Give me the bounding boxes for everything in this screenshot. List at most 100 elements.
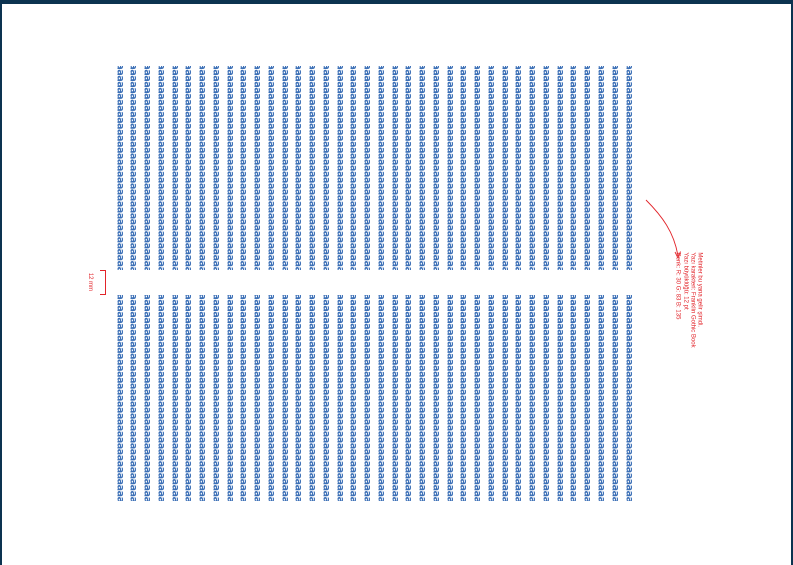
specimen-text: aaaaaaaaaaaaaaaaaaaaaaaaaaaaaaaaaaaaaaaa… (555, 295, 565, 501)
specimen-column: aaaaaaaaaaaaaaaaaaaaaaaaaaaaaaaaaaaaaaaa… (184, 295, 193, 501)
specimen-column: aaaaaaaaaaaaaaaaaaaaaaaaaaaaaaaaaaaaaaaa… (390, 295, 399, 501)
specimen-column: aaaaaaaaaaaaaaaaaaaaaaaaaaaaaaaaaaaaaaaa… (294, 66, 303, 270)
gap-bracket (100, 270, 106, 295)
specimen-text: aaaaaaaaaaaaaaaaaaaaaaaaaaaaaaaaaaaaaaaa… (197, 295, 207, 501)
specimen-column: aaaaaaaaaaaaaaaaaaaaaaaaaaaaaaaaaaaaaaaa… (569, 295, 578, 501)
specimen-text: aaaaaaaaaaaaaaaaaaaaaaaaaaaaaaaaaaaaaaaa… (293, 295, 303, 501)
specimen-column: aaaaaaaaaaaaaaaaaaaaaaaaaaaaaaaaaaaaaaaa… (266, 295, 275, 501)
specimen-text: aaaaaaaaaaaaaaaaaaaaaaaaaaaaaaaaaaaaaaaa… (197, 66, 207, 270)
specimen-column: aaaaaaaaaaaaaaaaaaaaaaaaaaaaaaaaaaaaaaaa… (211, 295, 220, 501)
note-line: Yazı karakteri: Franklin Gothic Book (689, 252, 696, 348)
specimen-column: aaaaaaaaaaaaaaaaaaaaaaaaaaaaaaaaaaaaaaaa… (266, 66, 275, 270)
specimen-column: aaaaaaaaaaaaaaaaaaaaaaaaaaaaaaaaaaaaaaaa… (170, 66, 179, 270)
specimen-column: aaaaaaaaaaaaaaaaaaaaaaaaaaaaaaaaaaaaaaaa… (308, 66, 317, 270)
specimen-text: aaaaaaaaaaaaaaaaaaaaaaaaaaaaaaaaaaaaaaaa… (156, 295, 166, 501)
specimen-column: aaaaaaaaaaaaaaaaaaaaaaaaaaaaaaaaaaaaaaaa… (198, 295, 207, 501)
specimen-text: aaaaaaaaaaaaaaaaaaaaaaaaaaaaaaaaaaaaaaaa… (596, 66, 606, 270)
specimen-column: aaaaaaaaaaaaaaaaaaaaaaaaaaaaaaaaaaaaaaaa… (363, 66, 372, 270)
specimen-column: aaaaaaaaaaaaaaaaaaaaaaaaaaaaaaaaaaaaaaaa… (335, 66, 344, 270)
specimen-column: aaaaaaaaaaaaaaaaaaaaaaaaaaaaaaaaaaaaaaaa… (541, 295, 550, 501)
specimen-column: aaaaaaaaaaaaaaaaaaaaaaaaaaaaaaaaaaaaaaaa… (445, 295, 454, 501)
specimen-text: aaaaaaaaaaaaaaaaaaaaaaaaaaaaaaaaaaaaaaaa… (624, 66, 633, 270)
specimen-text: aaaaaaaaaaaaaaaaaaaaaaaaaaaaaaaaaaaaaaaa… (335, 295, 345, 501)
specimen-text: aaaaaaaaaaaaaaaaaaaaaaaaaaaaaaaaaaaaaaaa… (417, 295, 427, 501)
specimen-column: aaaaaaaaaaaaaaaaaaaaaaaaaaaaaaaaaaaaaaaa… (294, 295, 303, 501)
specimen-text: aaaaaaaaaaaaaaaaaaaaaaaaaaaaaaaaaaaaaaaa… (280, 66, 290, 270)
specimen-column: aaaaaaaaaaaaaaaaaaaaaaaaaaaaaaaaaaaaaaaa… (156, 66, 165, 270)
specimen-text: aaaaaaaaaaaaaaaaaaaaaaaaaaaaaaaaaaaaaaaa… (610, 66, 620, 270)
specimen-text: aaaaaaaaaaaaaaaaaaaaaaaaaaaaaaaaaaaaaaaa… (128, 66, 138, 270)
specimen-column: aaaaaaaaaaaaaaaaaaaaaaaaaaaaaaaaaaaaaaaa… (198, 66, 207, 270)
specimen-text: aaaaaaaaaaaaaaaaaaaaaaaaaaaaaaaaaaaaaaaa… (225, 295, 235, 501)
specimen-column: aaaaaaaaaaaaaaaaaaaaaaaaaaaaaaaaaaaaaaaa… (129, 66, 138, 270)
specimen-column: aaaaaaaaaaaaaaaaaaaaaaaaaaaaaaaaaaaaaaaa… (473, 66, 482, 270)
note-line: Yazı büyüklüğü: 12 pt (682, 252, 688, 310)
specimen-column: aaaaaaaaaaaaaaaaaaaaaaaaaaaaaaaaaaaaaaaa… (239, 295, 248, 501)
specimen-text: aaaaaaaaaaaaaaaaaaaaaaaaaaaaaaaaaaaaaaaa… (238, 295, 248, 501)
specimen-text: aaaaaaaaaaaaaaaaaaaaaaaaaaaaaaaaaaaaaaaa… (238, 66, 248, 270)
specimen-column: aaaaaaaaaaaaaaaaaaaaaaaaaaaaaaaaaaaaaaaa… (528, 66, 537, 270)
specimen-text: aaaaaaaaaaaaaaaaaaaaaaaaaaaaaaaaaaaaaaaa… (376, 66, 386, 270)
specimen-column: aaaaaaaaaaaaaaaaaaaaaaaaaaaaaaaaaaaaaaaa… (156, 295, 165, 501)
specimen-text: aaaaaaaaaaaaaaaaaaaaaaaaaaaaaaaaaaaaaaaa… (128, 295, 138, 501)
gap-measurement: 12 mm (87, 273, 93, 291)
specimen-column: aaaaaaaaaaaaaaaaaaaaaaaaaaaaaaaaaaaaaaaa… (473, 295, 482, 501)
specimen-text: aaaaaaaaaaaaaaaaaaaaaaaaaaaaaaaaaaaaaaaa… (582, 295, 592, 501)
note-line: Renk: R: 30 G: 83 B: 135 (674, 252, 681, 320)
specimen-text: aaaaaaaaaaaaaaaaaaaaaaaaaaaaaaaaaaaaaaaa… (541, 66, 551, 270)
specimen-text: aaaaaaaaaaaaaaaaaaaaaaaaaaaaaaaaaaaaaaaa… (555, 66, 565, 270)
specimen-text: aaaaaaaaaaaaaaaaaaaaaaaaaaaaaaaaaaaaaaaa… (472, 66, 482, 270)
specimen-text: aaaaaaaaaaaaaaaaaaaaaaaaaaaaaaaaaaaaaaaa… (431, 295, 441, 501)
specimen-text: aaaaaaaaaaaaaaaaaaaaaaaaaaaaaaaaaaaaaaaa… (568, 295, 578, 501)
specimen-column: aaaaaaaaaaaaaaaaaaaaaaaaaaaaaaaaaaaaaaaa… (390, 66, 399, 270)
specimen-column: aaaaaaaaaaaaaaaaaaaaaaaaaaaaaaaaaaaaaaaa… (624, 295, 633, 501)
specimen-text: aaaaaaaaaaaaaaaaaaaaaaaaaaaaaaaaaaaaaaaa… (293, 66, 303, 270)
text-block-top: aaaaaaaaaaaaaaaaaaaaaaaaaaaaaaaaa aaaaaaa… (115, 66, 633, 270)
specimen-text: aaaaaaaaaaaaaaaaaaaaaaaaaaaaaaaaaaaaaaaa… (390, 295, 400, 501)
specimen-column: aaaaaaaaaaaaaaaaaaaaaaaaaaaaaaaaaaaaaaaa… (253, 295, 262, 501)
specimen-text: aaaaaaaaaaaaaaaaaaaaaaaaaaaaaaaaaaaaaaaa… (252, 66, 262, 270)
specimen-column: aaaaaaaaaaaaaaaaaaaaaaaaaaaaaaaaaaaaaaaa… (418, 295, 427, 501)
specimen-column: aaaaaaaaaaaaaaaaaaaaaaaaaaaaaaaaaaaaaaaa… (541, 66, 550, 270)
specimen-column: aaaaaaaaaaaaaaaaaaaaaaaaaaaaaaaaaaaaaaaa… (335, 295, 344, 501)
specimen-column: aaaaaaaaaaaaaaaaaaaaaaaaaaaaaaaaaaaaaaaa… (170, 295, 179, 501)
specimen-column: aaaaaaaaaaaaaaaaaaaaaaaaaaaaaaaaaaaaaaaa… (610, 66, 619, 270)
specimen-column: aaaaaaaaaaaaaaaaaaaaaaaaaaaaaaaaaaaaaaaa… (321, 66, 330, 270)
specimen-column: aaaaaaaaaaaaaaaaaaaaaaaaaaaaaaaaaaaaaaaa… (349, 295, 358, 501)
specimen-text: aaaaaaaaaaaaaaaaaaaaaaaaaaaaaaaaaaaaaaaa… (321, 295, 331, 501)
specimen-column: aaaaaaaaaaaaaaaaaaaaaaaaaaaaaaaaaaaaaaaa… (253, 66, 262, 270)
specimen-column: aaaaaaaaaaaaaaaaaaaaaaaaaaaaaaaaaaaaaaaa… (569, 66, 578, 270)
specimen-text: aaaaaaaaaaaaaaaaaaaaaaaaaaaaaaaaaaaaaaaa… (335, 66, 345, 270)
specimen-text: aaaaaaaaaaaaaaaaaaaaaaaaaaaaaaaaaaaaaaaa… (211, 66, 221, 270)
specimen-text: aaaaaaaaaaaaaaaaaaaaaaaaaaaaaaaaaaaaaaaa… (596, 295, 606, 501)
specimen-text: aaaaaaaaaaaaaaaaaaaaaaaaaaaaaaaaaaaaaaaa… (527, 66, 537, 270)
specimen-column: aaaaaaaaaaaaaaaaaaaaaaaaaaaaaaaaaaaaaaaa… (486, 66, 495, 270)
specimen-column: aaaaaaaaaaaaaaaaaaaaaaaaaaaaaaaaaaaaaaaa… (610, 295, 619, 501)
specimen-column: aaaaaaaaaaaaaaaaaaaaaaaaaaaaaaaaaaaaaaaa… (500, 66, 509, 270)
specimen-text: aaaaaaaaaaaaaaaaaaaaaaaaaaaaaaaaaaaaaaaa… (142, 295, 152, 501)
specimen-text: aaaaaaaaaaaaaaaaaaaaaaaaaaaaaaaaaaaaaaaa… (115, 66, 124, 270)
text-block-bottom: aaaaaaaaaaaaaaaaaaaaaaaaaaaaaaaaa aaaaaaa… (115, 295, 633, 501)
note-line: Metinler bu yana gelir şimdi. (696, 252, 703, 328)
specimen-text: aaaaaaaaaaaaaaaaaaaaaaaaaaaaaaaaaaaaaaaa… (417, 66, 427, 270)
specimen-text: aaaaaaaaaaaaaaaaaaaaaaaaaaaaaaaaaaaaaaaa… (266, 295, 276, 501)
specimen-column: aaaaaaaaaaaaaaaaaaaaaaaaaaaaaaaaaaaaaaaa… (225, 295, 234, 501)
specimen-text: aaaaaaaaaaaaaaaaaaaaaaaaaaaaaaaaaaaaaaaa… (307, 66, 317, 270)
specimen-text: aaaaaaaaaaaaaaaaaaaaaaaaaaaaaaaaaaaaaaaa… (225, 66, 235, 270)
specimen-column: aaaaaaaaaaaaaaaaaaaaaaaaaaaaaaaaaaaaaaaa… (555, 66, 564, 270)
specimen-text: aaaaaaaaaaaaaaaaaaaaaaaaaaaaaaaaaaaaaaaa… (513, 295, 523, 501)
specimen-column: aaaaaaaaaaaaaaaaaaaaaaaaaaaaaaaaaaaaaaaa… (280, 66, 289, 270)
window-top-border (0, 0, 793, 4)
specimen-text: aaaaaaaaaaaaaaaaaaaaaaaaaaaaaaaaaaaaaaaa… (500, 66, 510, 270)
specimen-column: aaaaaaaaaaaaaaaaaaaaaaaaaaaaaaaaaaaaaaaa… (349, 66, 358, 270)
specimen-column: aaaaaaaaaaaaaaaaaaaaaaaaaaaaaaaaaaaaaaaa… (596, 295, 605, 501)
specimen-column: aaaaaaaaaaaaaaaaaaaaaaaaaaaaaaaaaaaaaaaa… (459, 295, 468, 501)
specimen-text: aaaaaaaaaaaaaaaaaaaaaaaaaaaaaaaaaaaaaaaa… (568, 66, 578, 270)
specimen-text: aaaaaaaaaaaaaaaaaaaaaaaaaaaaaaaaaaaaaaaa… (170, 295, 180, 501)
specimen-text: aaaaaaaaaaaaaaaaaaaaaaaaaaaaaaaaaaaaaaaa… (458, 66, 468, 270)
specimen-column: aaaaaaaaaaaaaaaaaaaaaaaaaaaaaaaaaaaaaaaa… (486, 295, 495, 501)
specimen-column: aaaaaaaaaaaaaaaaaaaaaaaaaaaaaaaaaaaaaaaa… (514, 295, 523, 501)
specimen-text: aaaaaaaaaaaaaaaaaaaaaaaaaaaaaaaaaaaaaaaa… (307, 295, 317, 501)
specimen-column: aaaaaaaaaaaaaaaaaaaaaaaaaaaaaaaaaaaaaaaa… (376, 295, 385, 501)
specimen-text: aaaaaaaaaaaaaaaaaaaaaaaaaaaaaaaaaaaaaaaa… (183, 66, 193, 270)
